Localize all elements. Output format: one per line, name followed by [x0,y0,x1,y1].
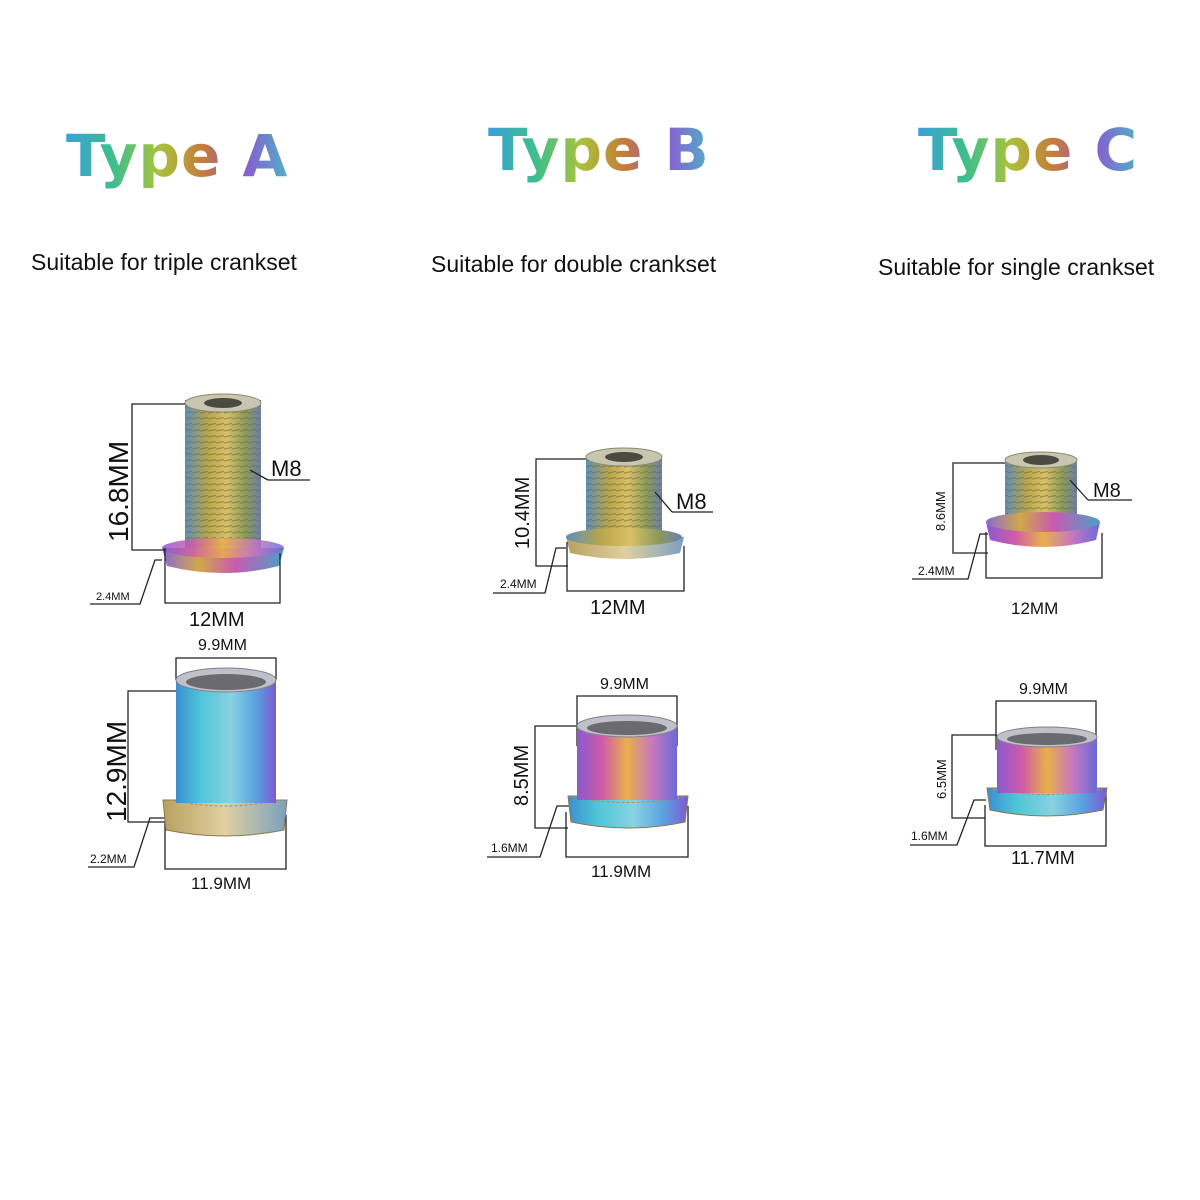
type-b-nut [567,714,689,829]
type-b-nut-height-label: 8.5MM [511,745,533,806]
type-a-diagram: 16.8MM M8 2.4MM 12MM 9.9MM 12.9MM 2.2MM … [88,393,310,893]
type-a-subtitle: Suitable for triple crankset [31,249,297,275]
type-a-nut-height-label: 12.9MM [101,721,132,822]
type-b-flange-label: 2.4MM [500,577,537,591]
type-a-nut-top-label: 9.9MM [198,637,247,654]
type-c-nut [986,726,1108,817]
type-b-bolt [566,447,684,559]
type-c-thread-label: M8 [1093,480,1121,502]
type-b-bolt-diameter-label: 12MM [590,597,646,619]
type-b-nut-flange-label: 1.6MM [491,841,528,855]
type-c-nut-top-label: 9.9MM [1019,681,1068,698]
column-type-a: Type A Suitable for triple crankset [0,0,400,1200]
type-b-nut-top-label: 9.9MM [600,676,649,693]
type-c-diagram: 8.6MM M8 2.4MM 12MM 9.9MM 6.5MM 1.6MM 11… [910,451,1132,868]
type-a-title: Type A [66,122,289,190]
type-c-nut-flange-label: 1.6MM [911,829,948,843]
type-c-flange-label: 2.4MM [918,564,955,578]
type-a-bolt [162,393,284,573]
type-a-thread-label: M8 [271,456,302,481]
type-c-bolt-height-label: 8.6MM [933,491,948,531]
type-c-subtitle: Suitable for single crankset [878,254,1155,280]
type-c-nut-height-label: 6.5MM [934,759,949,799]
type-b-bolt-height-label: 10.4MM [512,477,534,549]
type-a-nut [162,667,288,837]
column-type-b: Type B Suitable for double crankset [400,0,800,1200]
type-a-nut-diameter-label: 11.9MM [191,874,251,893]
type-c-nut-diameter-label: 11.7MM [1011,848,1075,868]
type-a-flange-label: 2.4MM [96,591,130,603]
type-b-title: Type B [488,116,710,184]
type-b-thread-label: M8 [676,489,707,514]
type-b-nut-diameter-label: 11.9MM [591,862,651,881]
column-type-c: Type C Suitable for single crankset [800,0,1200,1200]
type-c-bolt [986,451,1100,547]
type-a-bolt-diameter-label: 12MM [189,609,245,631]
type-a-bolt-height-label: 16.8MM [103,441,134,542]
type-c-bolt-diameter-label: 12MM [1011,599,1058,618]
type-b-subtitle: Suitable for double crankset [431,251,717,277]
type-a-nut-flange-label: 2.2MM [90,852,127,866]
type-c-title: Type C [918,116,1139,184]
type-b-diagram: 10.4MM M8 2.4MM 12MM 9.9MM 8.5MM 1.6MM 1… [487,447,713,881]
